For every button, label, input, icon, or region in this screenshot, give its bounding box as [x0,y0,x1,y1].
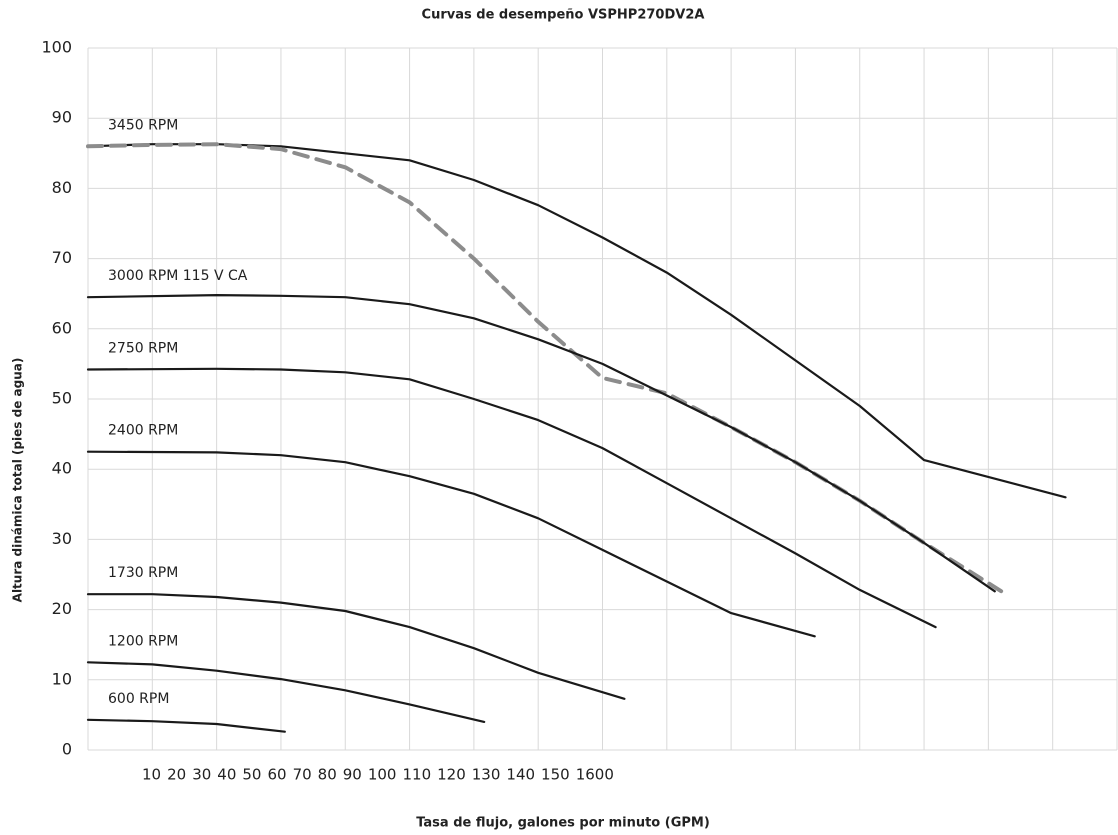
curve-label: 1730 RPM [108,565,178,581]
x-tick-label: 130 [472,766,501,784]
y-tick-label: 70 [52,248,72,267]
curve-label: 2750 RPM [108,341,178,357]
x-tick-label: 140 [506,766,535,784]
x-tick-label: 80 [318,766,337,784]
y-tick-label: 60 [52,318,72,337]
x-tick-label: 20 [167,766,186,784]
curve-label: 3000 RPM 115 V CA [108,268,248,284]
y-axis-label: Altura dinámica total (pies de agua) [11,358,25,603]
x-axis-label: Tasa de flujo, galones por minuto (GPM) [416,816,710,831]
pump-curve [86,294,996,593]
x-tick-label: 90 [343,766,362,784]
y-tick-label: 80 [52,178,72,197]
x-tick-label: 50 [242,766,261,784]
y-tick-label: 90 [52,108,72,127]
y-tick-label: 0 [62,740,72,759]
y-tick-label: 10 [52,669,72,688]
x-tick-label: 60 [267,766,286,784]
y-tick-label: 50 [52,389,72,408]
x-tick-label: 40 [217,766,236,784]
x-tick-label: 100 [368,766,397,784]
x-tick-label: 70 [293,766,312,784]
x-tick-label: 10 [142,766,161,784]
curve-label: 3450 RPM [108,117,178,133]
chart-title: Curvas de desempeño VSPHP270DV2A [422,8,705,23]
curve-label: 600 RPM [108,691,169,707]
pump-curve [86,450,816,638]
x-tick-label: 1600 [576,766,614,784]
x-tick-label: 120 [437,766,466,784]
pump-curve [86,661,486,723]
y-tick-label: 30 [52,529,72,548]
pump-curve [86,593,626,700]
pump-curve [86,718,286,733]
x-tick-label: 30 [192,766,211,784]
curve-label: 2400 RPM [108,423,178,439]
x-tick-label: 150 [541,766,570,784]
curve-label: 1200 RPM [108,633,178,649]
y-tick-label: 40 [52,459,72,478]
pump-curve [86,143,1067,499]
pump-curve [86,367,937,629]
x-tick-label: 110 [402,766,431,784]
y-tick-label: 20 [52,599,72,618]
y-tick-label: 100 [41,38,72,57]
